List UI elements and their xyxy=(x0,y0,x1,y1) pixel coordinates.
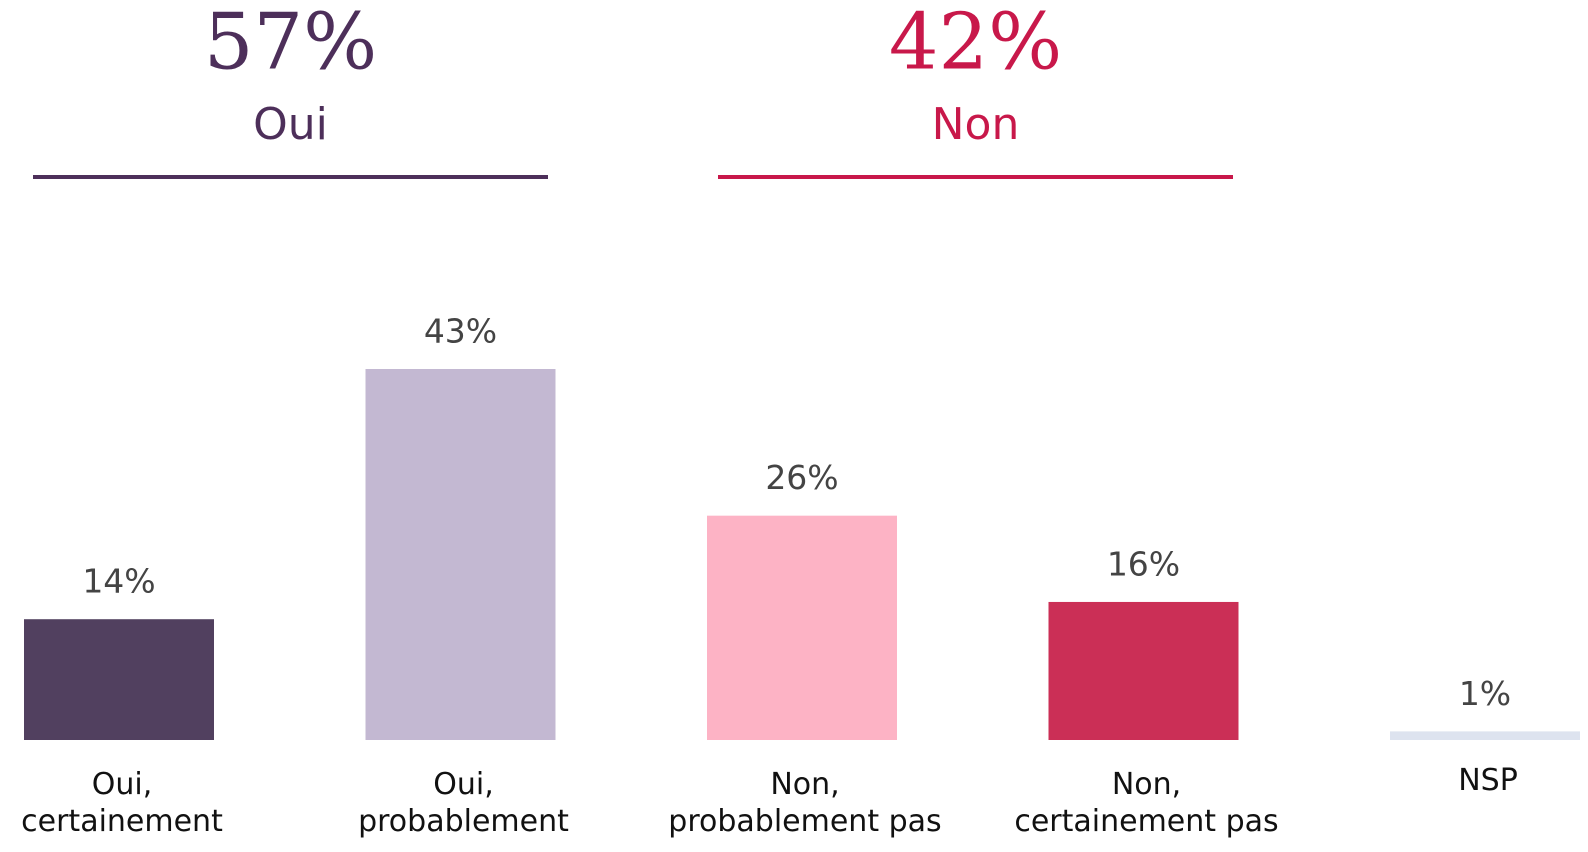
bar xyxy=(1048,601,1239,740)
bar xyxy=(365,369,556,740)
x-tick-label: NSP xyxy=(1458,763,1518,798)
bar xyxy=(1390,731,1580,740)
bar xyxy=(707,515,897,740)
x-tick-label-line: NSP xyxy=(1458,763,1518,798)
group-name: Non xyxy=(932,99,1020,150)
group-name: Oui xyxy=(253,99,328,150)
x-tick-label-line: probablement xyxy=(358,804,569,839)
x-tick-label: Non, probablement pas xyxy=(668,767,941,839)
x-tick-label: Non, certainement pas xyxy=(1014,767,1278,839)
bar xyxy=(24,619,214,740)
x-tick-label-line: Non, xyxy=(1112,767,1181,802)
x-tick-label-line: certainement xyxy=(21,804,223,839)
value-label: 1% xyxy=(1459,674,1511,713)
value-label: 16% xyxy=(1107,544,1180,583)
x-tick-label: Oui, probablement xyxy=(358,767,569,839)
x-tick-label-line: Oui, xyxy=(433,767,494,802)
group-total: 42% xyxy=(889,0,1062,88)
group-total: 57% xyxy=(204,0,377,88)
value-label: 14% xyxy=(82,562,155,601)
x-tick-label-line: probablement pas xyxy=(668,804,941,839)
x-tick-label-line: Oui, xyxy=(92,767,153,802)
x-tick-label: Oui, certainement xyxy=(21,767,223,839)
value-label: 26% xyxy=(765,458,838,497)
x-tick-label-line: certainement pas xyxy=(1014,804,1278,839)
x-tick-label-line: Non, xyxy=(770,767,839,802)
value-label: 43% xyxy=(424,312,497,351)
